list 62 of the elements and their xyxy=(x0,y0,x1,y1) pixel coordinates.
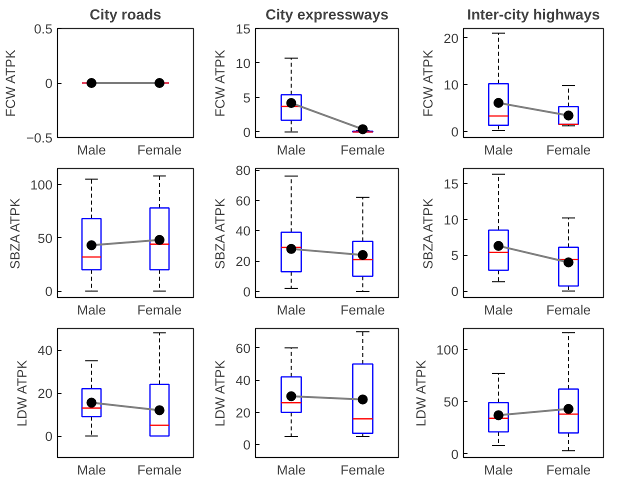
x-tick-label: Male xyxy=(77,302,106,318)
y-axis-title: FCW ATPK xyxy=(212,50,228,117)
y-tick-label: 0 xyxy=(45,76,53,91)
x-tick-label: Male xyxy=(484,462,513,478)
y-tick-label: 15 xyxy=(444,176,459,192)
y-axis-title: LDW ATPK xyxy=(413,360,428,427)
x-tick-label: Female xyxy=(546,142,591,158)
x-tick-label: Female xyxy=(137,462,182,478)
y-tick-label: 0 xyxy=(451,446,459,462)
chart-title: City roads xyxy=(90,8,162,24)
x-tick-label: Female xyxy=(546,302,591,318)
y-tick-label: 100 xyxy=(436,342,459,358)
y-tick-label: 0 xyxy=(243,124,251,140)
y-tick-label: 50 xyxy=(38,230,53,246)
y-axis-title: LDW ATPK xyxy=(14,360,30,427)
y-tick-label: 10 xyxy=(444,78,459,93)
chart-title: Inter-city highways xyxy=(467,8,600,24)
y-axis-title: FCW ATPK xyxy=(420,50,436,117)
y-axis-title: SBZA ATPK xyxy=(420,198,436,270)
x-tick-label: Male xyxy=(77,142,106,158)
y-tick-label: 60 xyxy=(236,340,251,356)
y-axis-title: SBZA ATPK xyxy=(212,198,228,270)
y-tick-label: 5 xyxy=(243,90,251,106)
y-axis-title: FCW ATPK xyxy=(3,50,18,117)
x-tick-label: Female xyxy=(137,142,182,158)
y-tick-label: 80 xyxy=(236,163,251,178)
x-tick-label: Female xyxy=(340,142,385,158)
y-tick-label: 0 xyxy=(45,284,53,300)
y-tick-label: 0 xyxy=(451,284,459,300)
y-tick-label: 60 xyxy=(236,193,251,208)
x-tick-label: Female xyxy=(340,302,385,318)
y-tick-label: 0 xyxy=(451,124,459,140)
y-tick-label: 5 xyxy=(451,248,459,264)
chart-title: City expressways xyxy=(265,8,389,24)
y-tick-label: 20 xyxy=(444,30,459,46)
x-tick-label: Male xyxy=(276,142,306,158)
y-tick-label: 50 xyxy=(444,394,459,410)
y-tick-label: −0.5 xyxy=(26,130,52,146)
x-tick-label: Male xyxy=(276,462,306,478)
x-tick-label: Male xyxy=(276,302,306,318)
y-axis-title: SBZA ATPK xyxy=(7,198,22,270)
y-axis-title: LDW ATPK xyxy=(212,360,228,427)
y-tick-label: 40 xyxy=(236,373,251,388)
y-tick-label: 10 xyxy=(236,56,251,71)
y-tick-label: 10 xyxy=(444,212,459,228)
y-tick-label: 20 xyxy=(38,386,53,401)
y-tick-label: 15 xyxy=(236,22,251,36)
y-tick-label: 0 xyxy=(243,284,251,300)
x-tick-label: Female xyxy=(137,302,182,318)
y-tick-label: 20 xyxy=(236,254,251,270)
y-tick-label: 20 xyxy=(236,405,251,420)
x-tick-label: Male xyxy=(484,302,513,318)
y-tick-label: 0.5 xyxy=(34,22,53,36)
y-tick-label: 40 xyxy=(38,343,53,358)
x-tick-label: Male xyxy=(77,462,106,478)
x-tick-label: Female xyxy=(340,462,385,478)
x-tick-label: Female xyxy=(546,462,591,478)
y-tick-label: 40 xyxy=(236,224,251,239)
x-tick-label: Male xyxy=(484,142,513,158)
y-tick-label: 100 xyxy=(30,177,53,192)
y-tick-label: 0 xyxy=(243,438,251,453)
y-tick-label: 0 xyxy=(45,429,53,444)
